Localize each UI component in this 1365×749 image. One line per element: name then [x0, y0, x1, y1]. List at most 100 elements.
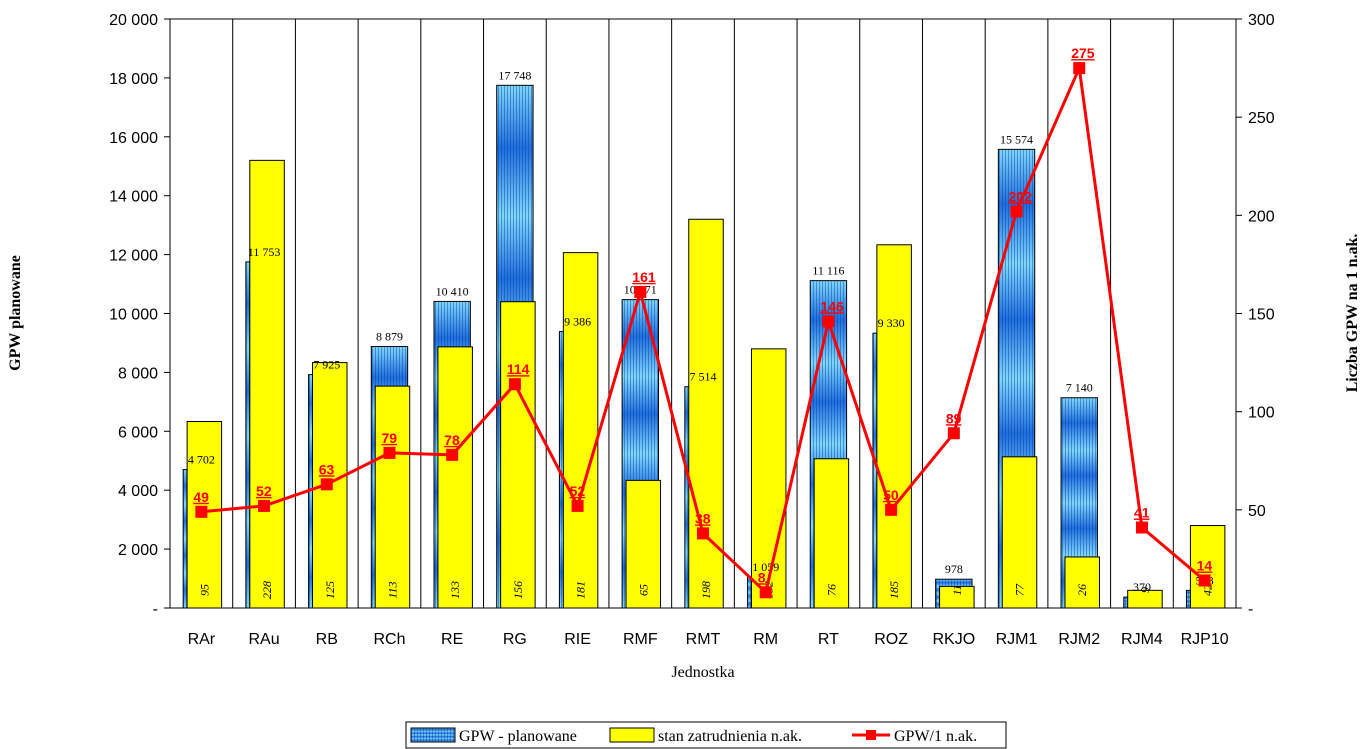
ratio-marker: [320, 478, 333, 491]
employment-data-label: 185: [887, 581, 901, 599]
ratio-data-label: 202: [1009, 188, 1033, 204]
employment-data-label: 181: [574, 581, 588, 599]
y-tick-label: 4 000: [118, 483, 158, 500]
ratio-marker: [571, 499, 584, 512]
gpw-data-label: 8 879: [376, 330, 403, 344]
y-tick-label: -: [153, 601, 158, 618]
legend-swatch-ratio-marker: [866, 730, 876, 740]
y2-tick-label: 100: [1248, 405, 1275, 422]
ratio-data-label: 114: [507, 361, 530, 377]
ratio-data-label: 50: [883, 487, 899, 503]
x-axis-title: Jednostka: [671, 664, 734, 681]
y-tick-label: 14 000: [109, 189, 158, 206]
employment-data-label: 9: [1138, 587, 1152, 593]
y2-tick-label: 200: [1248, 208, 1275, 225]
ratio-data-labels: 49 52 63 79 78 114 52 161 38 8 146 50 89 202 275 41 14: [193, 45, 1212, 585]
gpw-data-label: 7 514: [690, 370, 717, 384]
y-axis-title: GPW planowane: [7, 255, 24, 371]
ratio-marker: [195, 505, 208, 518]
employment-bar: [688, 218, 724, 609]
x-axis-ticks: RAr RAu RB RCh RE RG RIE RMF RMT RM RT ROZ RKJO RJM1 R…: [188, 631, 1229, 648]
employment-bar: [437, 346, 473, 609]
x-tick-label: RAu: [248, 631, 279, 648]
x-tick-label: RMF: [623, 631, 658, 648]
employment-data-label: 113: [385, 581, 399, 598]
x-tick-label: RJP10: [1181, 631, 1229, 648]
employment-bar: [625, 479, 662, 609]
ratio-marker: [697, 527, 709, 540]
gpw-data-label: 7 140: [1066, 381, 1093, 395]
y-tick-label: 12 000: [109, 248, 158, 265]
ratio-data-label: 14: [1197, 558, 1213, 574]
ratio-data-label: 52: [570, 483, 586, 499]
x-tick-label: RT: [818, 631, 839, 648]
x-tick-label: RJM2: [1058, 631, 1100, 648]
y2-tick-label: 250: [1248, 110, 1275, 127]
y-tick-label: 8 000: [118, 365, 158, 382]
ratio-data-label: 146: [820, 298, 844, 314]
y-tick-label: 18 000: [109, 71, 158, 88]
ratio-line-series: [195, 62, 1211, 599]
ratio-marker: [446, 448, 459, 461]
gpw-data-label: 1 059: [752, 560, 779, 574]
employment-data-label: 95: [197, 584, 211, 596]
x-tick-label: RIE: [564, 631, 591, 648]
employment-bar: [1189, 525, 1226, 609]
ratio-data-label: 38: [695, 510, 711, 526]
gpw-data-label: 15 574: [1000, 132, 1033, 146]
x-tick-label: RKJO: [932, 631, 975, 648]
y2-axis-ticks: - 50 100 150 200 250 300: [1236, 12, 1275, 618]
y-tick-label: 6 000: [118, 424, 158, 441]
y2-tick-label: 300: [1248, 12, 1275, 29]
gpw-data-label: 11 116: [812, 264, 844, 278]
y-tick-label: 20 000: [109, 12, 158, 29]
employment-data-label: 125: [323, 581, 337, 599]
gpw-data-label: 7 925: [313, 358, 340, 372]
ratio-data-label: 78: [444, 432, 460, 448]
x-tick-label: ROZ: [874, 631, 908, 648]
ratio-marker: [1135, 521, 1148, 534]
legend: GPW - planowane stan zatrudnienia n.ak. …: [405, 721, 1007, 749]
y-tick-label: 16 000: [109, 130, 158, 147]
y2-axis-title: Liczba GPW na 1 n.ak.: [1344, 234, 1361, 393]
gpw-data-label: 9 330: [878, 316, 905, 330]
employment-data-label: 76: [824, 584, 838, 596]
legend-label-gpw: GPW - planowane: [459, 728, 577, 745]
ratio-marker: [634, 285, 647, 298]
legend-box: [405, 721, 1007, 749]
ratio-marker: [885, 503, 898, 516]
legend-label-ratio: GPW/1 n.ak.: [894, 728, 977, 745]
ratio-data-label: 8: [758, 569, 766, 585]
employment-data-label: 11: [950, 584, 964, 595]
employment-bar: [1001, 456, 1038, 609]
employment-data-label: 77: [1013, 583, 1027, 596]
ratio-marker: [1198, 574, 1211, 587]
employment-data-label: 228: [260, 581, 274, 599]
gpw-data-label: 4 702: [188, 453, 215, 467]
x-tick-label: RE: [441, 631, 463, 648]
x-tick-label: RCh: [373, 631, 405, 648]
gpw-data-label: 10 410: [436, 284, 469, 298]
employment-bar: [500, 301, 536, 609]
ratio-marker: [508, 378, 521, 391]
employment-data-label: 198: [699, 581, 713, 599]
x-tick-label: RJM4: [1121, 631, 1163, 648]
y2-tick-label: 50: [1248, 503, 1266, 520]
employment-bar: [562, 252, 599, 609]
ratio-data-label: 89: [946, 410, 962, 426]
y2-tick-label: -: [1248, 601, 1253, 618]
employment-data-label: 65: [636, 584, 650, 596]
y-axis-ticks: - 2 000 4 000 6 000 8 000 10 000 12 000 14 000 1…: [109, 12, 170, 618]
gpw-data-label: 370: [1133, 580, 1151, 594]
employment-data-label: 26: [1075, 584, 1089, 596]
gpw-data-label: 17 748: [498, 68, 531, 82]
legend-label-employment: stan zatrudnienia n.ak.: [658, 728, 802, 745]
ratio-data-label: 52: [256, 483, 272, 499]
ratio-marker: [258, 499, 271, 512]
y-tick-label: 10 000: [109, 307, 158, 324]
employment-bar: [249, 159, 285, 609]
gpw-data-label: 9 386: [564, 315, 591, 329]
x-tick-label: RB: [316, 631, 338, 648]
